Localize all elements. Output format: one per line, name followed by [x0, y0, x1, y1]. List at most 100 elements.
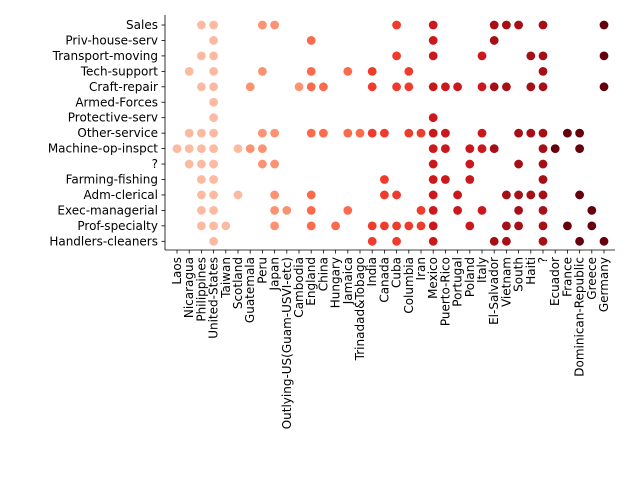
data-point — [306, 36, 316, 45]
data-point — [367, 128, 377, 138]
y-tick-label-prof-specialty: Prof-specialty — [77, 219, 158, 233]
data-point — [526, 128, 536, 138]
x-tick-label-germany: Germany — [597, 257, 611, 312]
y-tick-label-other-service: Other-service — [77, 126, 158, 140]
x-tick-label-laos: Laos — [170, 257, 184, 285]
y-tick-label-farming-fishing: Farming-fishing — [66, 173, 158, 187]
data-point — [392, 82, 401, 92]
x-tick-label-england: England — [304, 257, 318, 306]
data-point — [587, 221, 597, 231]
data-point — [270, 128, 279, 138]
data-point — [343, 128, 353, 138]
data-point — [343, 206, 353, 215]
data-point — [441, 128, 450, 138]
data-point — [416, 206, 426, 215]
x-tick-label-united-states: United-States — [207, 257, 221, 339]
x-tick-label-japan: Japan — [268, 257, 282, 291]
data-point — [465, 175, 475, 184]
data-point — [441, 144, 450, 154]
x-tick-label-france: France — [560, 257, 574, 297]
data-point — [514, 190, 523, 200]
data-point — [599, 51, 609, 61]
data-point — [538, 236, 548, 246]
data-point — [197, 144, 206, 154]
data-point — [258, 66, 267, 76]
data-point — [489, 144, 499, 154]
data-point — [209, 221, 219, 231]
data-point — [197, 190, 206, 200]
x-tick-label-india: India — [365, 257, 379, 286]
x-tick-label-jamaica: Jamaica — [341, 257, 355, 305]
data-point — [343, 66, 353, 76]
data-point — [197, 206, 206, 215]
data-point — [489, 236, 499, 246]
data-point — [245, 144, 255, 154]
data-point — [209, 113, 219, 123]
data-point — [575, 144, 584, 154]
x-tick-label-vietnam: Vietnam — [499, 257, 513, 307]
x-tick-label-italy: Italy — [475, 257, 489, 283]
data-point — [538, 144, 548, 154]
data-point — [514, 206, 523, 215]
data-point — [209, 20, 219, 30]
data-point — [489, 20, 499, 30]
data-point — [404, 221, 414, 231]
x-tick-label-puerto-rico: Puerto-Rico — [438, 257, 452, 326]
data-point — [197, 128, 206, 138]
chart-axes — [161, 15, 615, 254]
x-tick-label-canada: Canada — [377, 257, 391, 303]
data-point — [587, 206, 597, 215]
y-tick-label-sales: Sales — [126, 18, 158, 32]
data-point — [209, 82, 219, 92]
data-point — [428, 51, 438, 61]
data-point — [502, 221, 511, 231]
x-tick-label-iran: Iran — [414, 257, 428, 280]
data-point — [416, 128, 426, 138]
data-point — [465, 144, 475, 154]
data-point — [367, 66, 377, 76]
data-point — [428, 175, 438, 184]
data-point — [575, 128, 584, 138]
y-tick-label-protective-serv: Protective-serv — [68, 111, 158, 125]
data-point — [428, 20, 438, 30]
data-point — [392, 51, 401, 61]
data-point — [502, 236, 511, 246]
data-point — [306, 206, 316, 215]
data-point — [306, 128, 316, 138]
data-point — [514, 20, 523, 30]
x-tick-label-mexico: Mexico — [426, 257, 440, 299]
data-point — [514, 128, 523, 138]
data-point — [428, 113, 438, 123]
data-point — [184, 159, 194, 169]
data-point — [367, 236, 377, 246]
data-point — [404, 66, 414, 76]
x-tick-label-columbia: Columbia — [402, 257, 416, 314]
data-point — [489, 36, 499, 45]
data-point — [477, 128, 487, 138]
data-point — [367, 221, 377, 231]
y-tick-label-craft-repair: Craft-repair — [89, 80, 158, 94]
x-tick-labels: LaosNicaraguaPhilippinesUnited-StatesTai… — [170, 257, 611, 429]
data-point — [270, 221, 279, 231]
data-point — [258, 128, 267, 138]
data-point — [380, 128, 389, 138]
data-point — [209, 97, 219, 107]
data-point — [380, 190, 389, 200]
x-tick-label-dominican-republic: Dominican-Republic — [573, 257, 587, 377]
data-point — [258, 20, 267, 30]
data-point — [428, 82, 438, 92]
data-point — [465, 221, 475, 231]
data-point — [209, 206, 219, 215]
y-tick-label-exec-managerial: Exec-managerial — [57, 203, 158, 217]
data-point — [599, 236, 609, 246]
data-point — [477, 144, 487, 154]
data-point — [306, 66, 316, 76]
data-point — [233, 144, 243, 154]
data-point — [538, 66, 548, 76]
data-point — [428, 236, 438, 246]
y-tick-label-handlers-cleaners: Handlers-cleaners — [49, 234, 158, 248]
data-point — [538, 221, 548, 231]
data-point — [392, 221, 401, 231]
data-point — [526, 82, 536, 92]
data-point — [209, 66, 219, 76]
